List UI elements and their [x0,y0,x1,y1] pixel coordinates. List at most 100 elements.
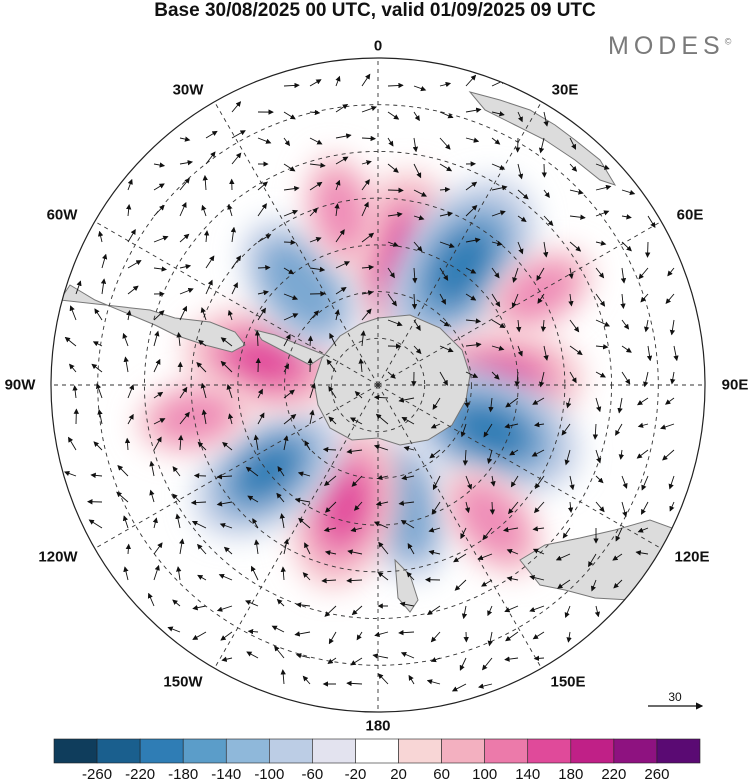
wind-arrow [220,360,233,373]
wind-arrow [328,416,337,425]
negative-anomaly [400,365,581,496]
wind-arrow [555,553,571,561]
wind-arrow [491,240,503,247]
wind-arrow [257,307,266,321]
wind-arrow [283,82,300,89]
lon-label-150w: 150W [163,673,203,691]
wind-arrow [376,474,389,481]
wind-arrow [564,449,571,466]
wind-arrow [536,267,545,282]
colorbar-tick-label: -140 [211,766,242,783]
wind-arrow [531,449,545,457]
wind-arrow [464,397,470,409]
wind-arrow [127,228,136,243]
wind-arrow [512,267,519,283]
wind-arrow [361,201,369,217]
wind-arrow [276,598,285,607]
wind-arrow [283,363,289,373]
wind-arrow [179,411,190,425]
wind-arrow [557,579,571,589]
lon-label-180: 180 [365,717,391,735]
colorbar-swatch [441,738,485,764]
wind-arrow [309,162,326,168]
wind-arrow [231,152,242,165]
wind-arrow [197,574,207,581]
wind-arrow [453,553,467,563]
wind-arrow [227,309,233,321]
wind-arrow [428,527,441,533]
wind-arrow [279,513,285,529]
wind-arrow [309,109,321,116]
wind-arrow [205,279,213,295]
wind-arrow [101,253,108,269]
wind-arrow [454,579,467,591]
wind-arrow [309,266,326,273]
wind-arrow [283,185,300,192]
colorbar-swatch [484,738,529,764]
wind-arrow [335,261,351,269]
wind-arrow [205,255,215,269]
wind-arrow [126,310,132,321]
wind-arrow [179,288,194,295]
wind-arrow [465,137,480,143]
wind-arrow [569,319,580,333]
wind-arrow [127,413,134,425]
wind-arrow [172,599,181,607]
wind-arrow [669,501,675,512]
wind-arrow [309,137,323,145]
wind-arrow [203,230,210,243]
wind-arrow [426,679,441,685]
wind-arrow [592,423,599,440]
map-title: Base 30/08/2025 00 UTC, valid 01/09/2025… [154,0,596,21]
wind-arrow [179,160,194,166]
wind-arrow [532,526,545,532]
wind-arrow [257,234,272,243]
colorbar-swatch [355,738,399,764]
wind-arrow [221,656,233,662]
lon-label-120w: 120W [38,548,78,566]
wind-arrow [277,466,285,477]
wind-arrow [482,527,493,541]
wind-arrow [387,319,403,327]
wind-arrow [335,156,349,165]
wind-arrow [564,605,571,619]
wind-arrow [640,293,649,303]
wind-arrow [93,441,103,451]
wind-arrow [201,409,207,425]
wind-arrow [322,446,337,453]
wind-arrow [387,82,404,89]
wind-arrow [117,465,129,477]
wind-arrow [595,449,602,464]
wind-arrow [178,434,184,451]
anomaly-contour [450,401,532,460]
wind-arrow [413,215,425,221]
wind-arrow [147,592,155,607]
wind-arrow [569,241,582,252]
wind-arrow [532,631,545,640]
wind-arrow [149,460,155,477]
wind-arrow [637,527,649,533]
wind-arrow [617,397,623,414]
wind-arrow [431,501,441,515]
wind-arrow [635,550,649,556]
lon-label-90e: 90E [721,376,749,394]
wind-arrow [124,437,131,451]
meridian-line [94,221,379,386]
wind-arrow [517,111,523,123]
wind-arrow [387,293,397,307]
wind-arrow [179,538,185,555]
wind-arrow [127,285,139,295]
wind-arrow [295,653,311,659]
wind-arrow [294,631,311,637]
wind-arrow [179,264,192,270]
wind-arrow [347,549,363,555]
colorbar-swatch [139,738,184,764]
wind-arrow [465,181,478,191]
wind-arrow [621,371,631,385]
wind-arrow [230,226,237,243]
wind-arrow [595,163,610,170]
wind-arrow [487,631,493,647]
wind-arrow [222,442,233,451]
wind-arrow [309,207,318,217]
